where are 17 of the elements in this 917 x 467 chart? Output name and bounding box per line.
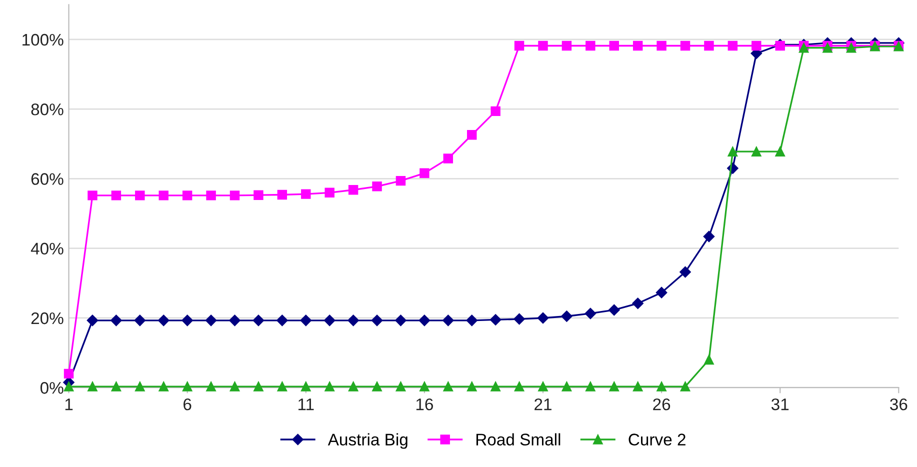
y-tick-label: 80% [31, 104, 64, 116]
x-tick-label: 16 [416, 398, 433, 410]
x-tick-label: 1 [65, 398, 73, 410]
x-tick-label: 11 [298, 398, 314, 410]
y-tick-label: 100% [22, 34, 64, 46]
y-tick-label: 20% [31, 312, 64, 324]
x-tick-label: 21 [534, 398, 552, 410]
y-tick-label: 40% [30, 242, 64, 255]
legend-label: Road Small [476, 433, 560, 446]
legend-label: Curve 2 [628, 434, 686, 446]
y-tick-label: 0% [40, 382, 64, 394]
y-tick-label: 60% [31, 173, 64, 185]
x-tick-label: 36 [890, 398, 908, 410]
x-tick-label: 6 [184, 398, 192, 410]
legend-label: Austria Big [328, 433, 408, 449]
x-tick-label: 26 [653, 398, 670, 410]
x-tick-label: 31 [771, 398, 789, 410]
